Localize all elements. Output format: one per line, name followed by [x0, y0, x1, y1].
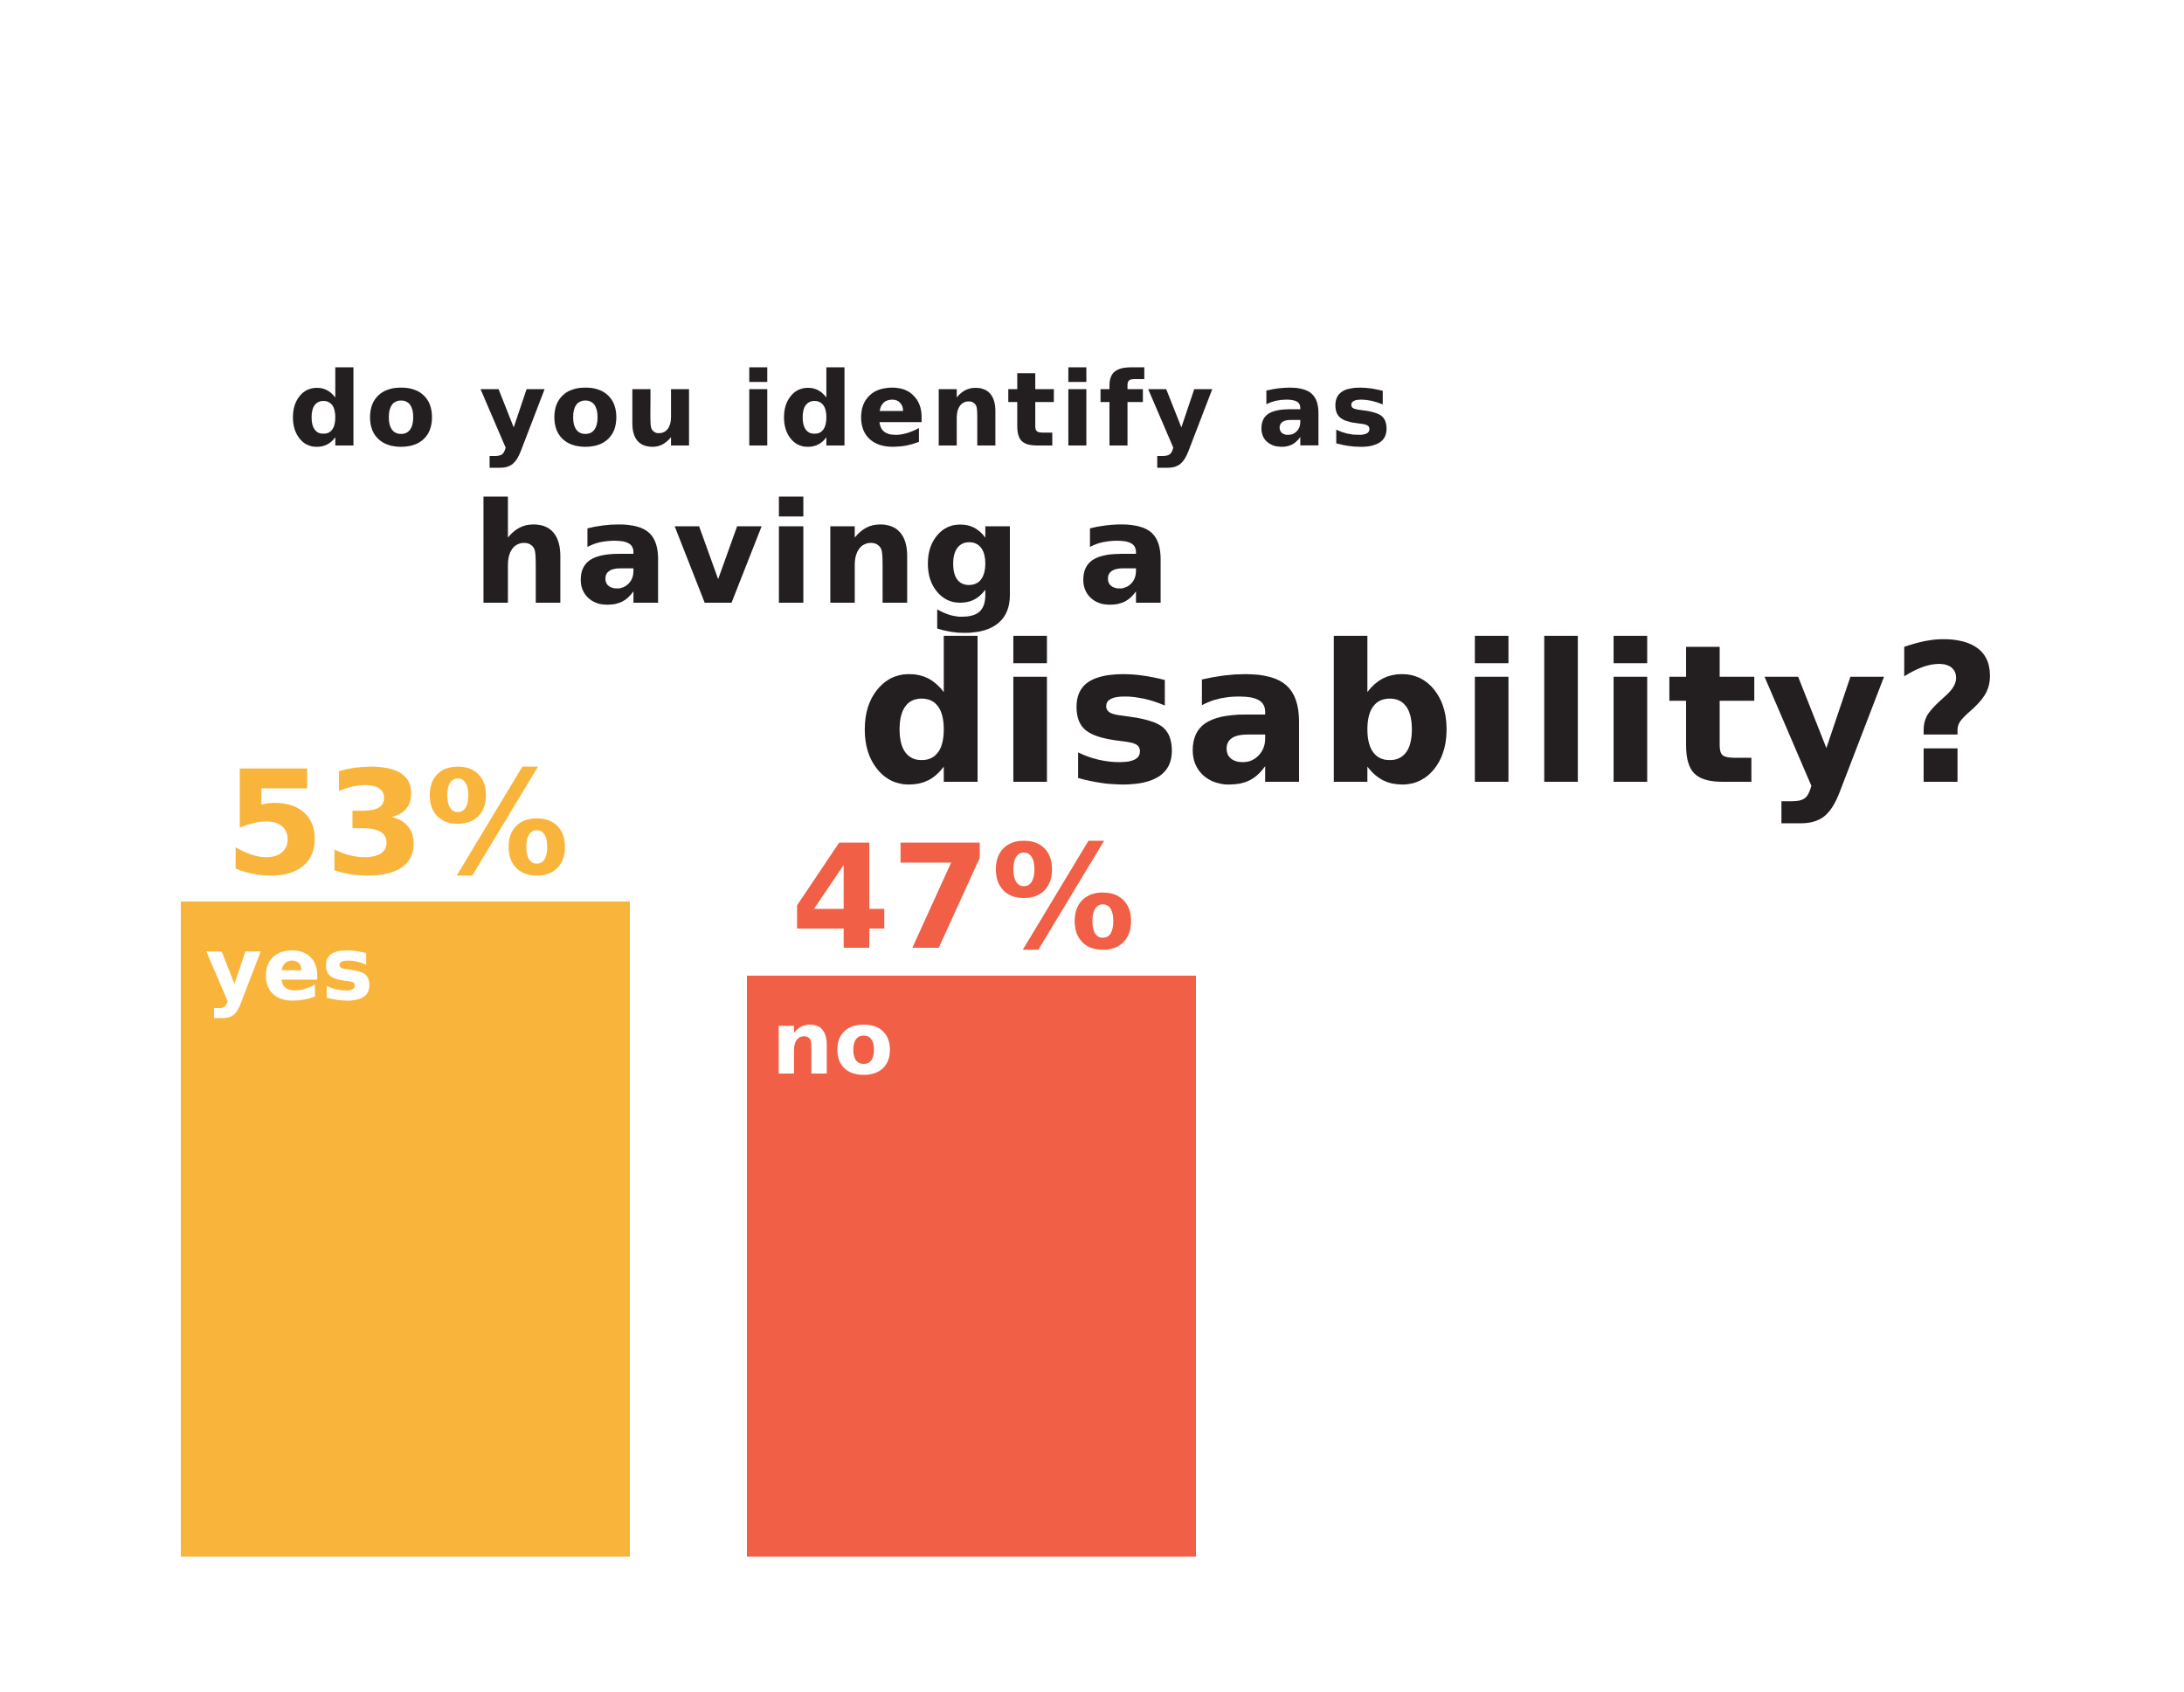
- bar-yes: [181, 901, 630, 1557]
- value-label-yes: 53%: [225, 740, 570, 908]
- title-line-1: do you identify as: [288, 349, 1395, 470]
- bar-no: [747, 975, 1196, 1557]
- title-line-3: disability?: [856, 604, 2006, 827]
- bars-group: 53%yes 47%no: [181, 740, 1196, 1557]
- title-line-2: having a: [472, 473, 1175, 636]
- value-label-no: 47%: [791, 814, 1136, 982]
- category-label-no: no: [771, 992, 894, 1095]
- category-label-yes: yes: [205, 918, 374, 1020]
